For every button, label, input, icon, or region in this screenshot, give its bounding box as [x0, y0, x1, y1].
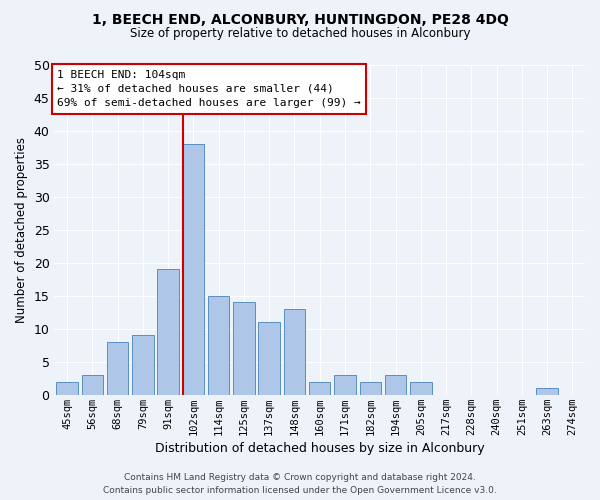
Bar [359, 382, 381, 395]
Bar [309, 382, 331, 395]
Bar [233, 302, 254, 395]
Text: Size of property relative to detached houses in Alconbury: Size of property relative to detached ho… [130, 28, 470, 40]
Text: 1 BEECH END: 104sqm
← 31% of detached houses are smaller (44)
69% of semi-detach: 1 BEECH END: 104sqm ← 31% of detached ho… [57, 70, 361, 108]
Bar [334, 375, 356, 395]
Bar [208, 296, 229, 395]
Bar [259, 322, 280, 395]
Y-axis label: Number of detached properties: Number of detached properties [15, 137, 28, 323]
Bar [410, 382, 431, 395]
Text: 1, BEECH END, ALCONBURY, HUNTINGDON, PE28 4DQ: 1, BEECH END, ALCONBURY, HUNTINGDON, PE2… [92, 12, 508, 26]
Bar [284, 309, 305, 395]
Bar [182, 144, 204, 395]
Bar [82, 375, 103, 395]
Bar [385, 375, 406, 395]
Bar [536, 388, 558, 395]
Text: Contains HM Land Registry data © Crown copyright and database right 2024.
Contai: Contains HM Land Registry data © Crown c… [103, 473, 497, 495]
X-axis label: Distribution of detached houses by size in Alconbury: Distribution of detached houses by size … [155, 442, 485, 455]
Bar [107, 342, 128, 395]
Bar [56, 382, 78, 395]
Bar [157, 270, 179, 395]
Bar [132, 336, 154, 395]
